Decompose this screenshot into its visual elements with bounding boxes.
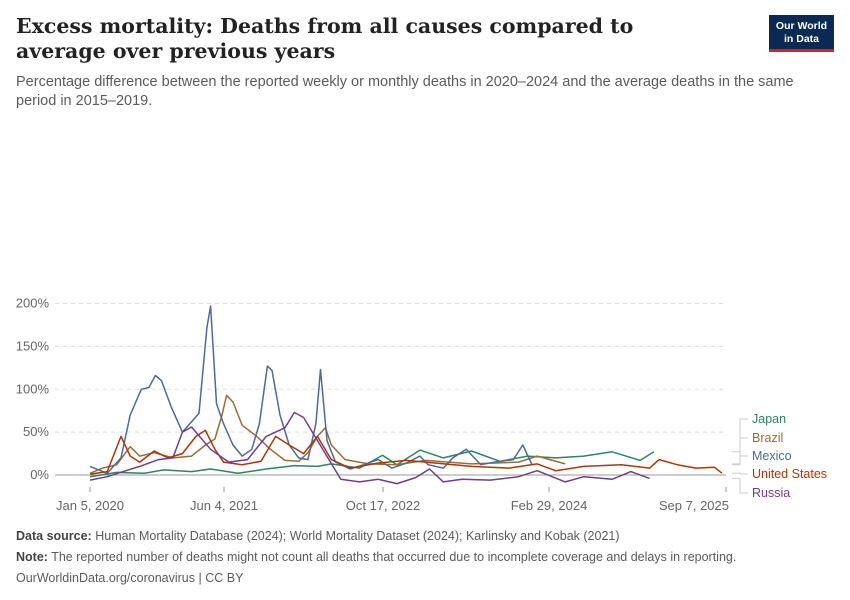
legend[interactable]: Japan Brazil Mexico United States Russia <box>732 412 827 500</box>
owid-logo[interactable]: Our World in Data <box>769 15 834 52</box>
series-lines <box>89 305 723 485</box>
gridlines <box>55 303 726 476</box>
legend-label-russia[interactable]: Russia <box>752 486 790 500</box>
y-axis: 0% 50% 100% 150% 200% <box>16 296 50 483</box>
legend-label-japan[interactable]: Japan <box>752 412 786 426</box>
chart-title: Excess mortality: Deaths from all causes… <box>16 14 634 63</box>
note-label: Note: <box>16 550 48 564</box>
logo-line-2: in Data <box>783 33 819 45</box>
legend-connector-united-states <box>732 472 748 475</box>
x-tick-label: Jun 4, 2021 <box>190 498 258 513</box>
series-line-mexico <box>89 305 533 475</box>
footer-source: Data source: Human Mortality Database (2… <box>16 528 620 544</box>
note-text: The reported number of deaths might not … <box>51 550 737 564</box>
y-tick-label: 50% <box>23 424 49 439</box>
line-chart: 0% 50% 100% 150% 200% Jan 5, 2020 Jun 4, 2021… <box>16 296 827 514</box>
source-text: Human Mortality Database (2024); World M… <box>95 529 620 543</box>
source-label: Data source: <box>16 529 92 543</box>
series-line-russia <box>89 411 650 485</box>
legend-connector-brazil <box>732 437 748 465</box>
logo-line-1: Our World <box>775 20 828 32</box>
x-axis: Jan 5, 2020 Jun 4, 2021 Oct 17, 2022 Feb 29… <box>56 487 729 513</box>
footer-note: Note: The reported number of deaths migh… <box>16 549 736 565</box>
y-tick-label: 100% <box>16 381 50 396</box>
footer-credit[interactable]: OurWorldinData.org/coronavirus | CC BY <box>16 571 244 585</box>
logo-accent-bar <box>769 49 834 52</box>
legend-label-brazil[interactable]: Brazil <box>752 431 783 445</box>
x-tick-label: Sep 7, 2025 <box>659 498 729 513</box>
series-line-united-states <box>89 429 723 475</box>
legend-connector-japan <box>732 418 748 453</box>
x-tick-label: Jan 5, 2020 <box>56 498 124 513</box>
x-tick-label: Feb 29, 2024 <box>511 498 588 513</box>
y-tick-label: 200% <box>16 296 50 311</box>
legend-connector-mexico <box>732 455 748 466</box>
x-tick-label: Oct 17, 2022 <box>346 498 420 513</box>
chart-subtitle: Percentage difference between the report… <box>16 74 794 109</box>
y-tick-label: 150% <box>16 338 50 353</box>
legend-label-mexico[interactable]: Mexico <box>752 449 792 463</box>
y-tick-label: 0% <box>30 467 49 482</box>
legend-label-united-states[interactable]: United States <box>752 467 827 481</box>
legend-connector-russia <box>732 477 748 494</box>
